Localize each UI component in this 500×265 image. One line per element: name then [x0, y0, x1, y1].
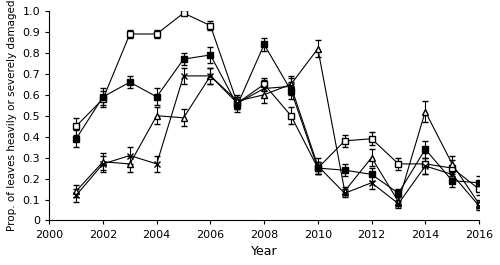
X-axis label: Year: Year	[251, 245, 278, 258]
Y-axis label: Prop. of leaves heavily or severely damaged: Prop. of leaves heavily or severely dama…	[7, 0, 17, 231]
